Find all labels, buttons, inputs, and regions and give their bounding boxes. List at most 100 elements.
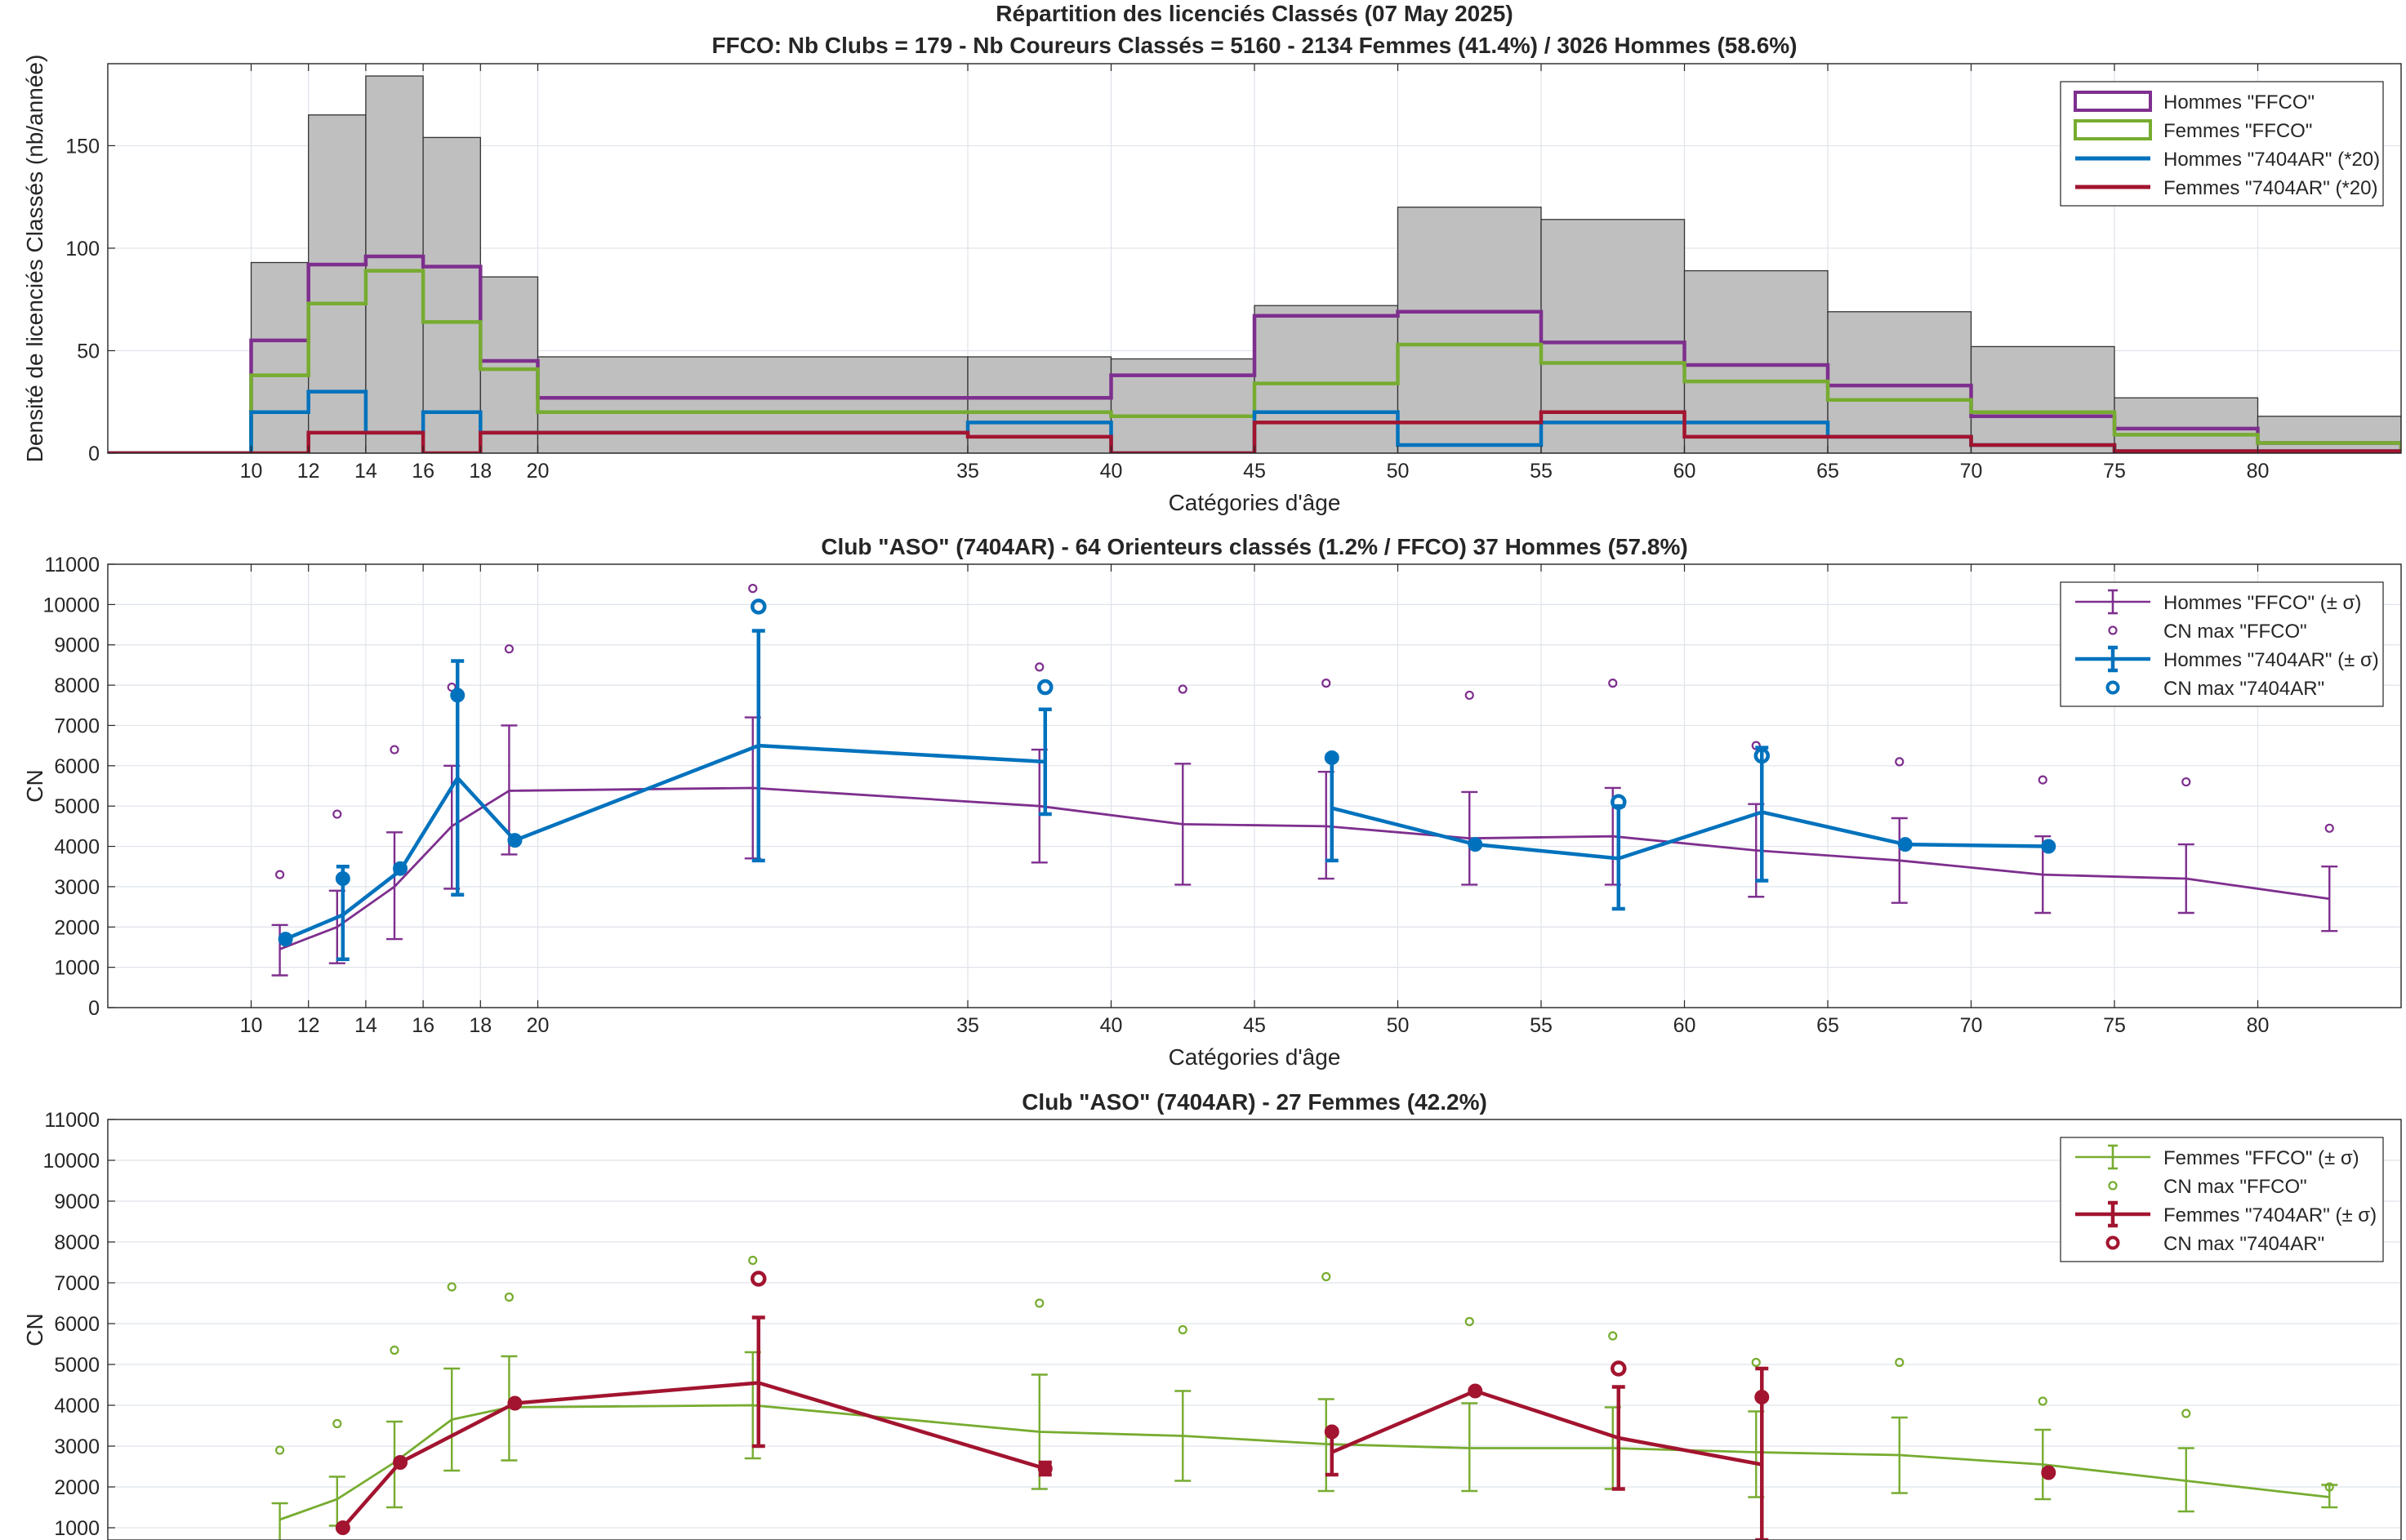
legend-box — [2060, 1137, 2384, 1262]
club-cn-max-point-filled — [507, 833, 523, 848]
legend-swatch — [2105, 680, 2120, 695]
ffco-cn-max-point — [1035, 1298, 1045, 1308]
y-tick-label: 5000 — [54, 795, 100, 818]
plot-area — [271, 1255, 2338, 1540]
ffco-cn-max-point — [390, 745, 399, 754]
club-cn-max-point-filled — [507, 1395, 523, 1411]
legend-label: CN max "FFCO" — [2163, 1176, 2307, 1198]
club-cn-max-point-filled — [1897, 837, 1913, 852]
total-bar — [1397, 207, 1542, 453]
total-bar — [537, 356, 969, 453]
grid — [108, 1119, 2401, 1529]
ffco-cn-max-point — [1895, 1357, 1905, 1368]
axes-frame: 1000 2000 3000 4000 5000 6000 7000 8000 9000 1000… — [22, 1089, 2402, 1540]
x-axis-label: Catégories d'âge — [1169, 1044, 1341, 1070]
legend-label: Hommes "FFCO" — [2163, 91, 2315, 113]
axes-frame: 10 12 14 16 18 20 35 40 45 50 55 60 65 70 75 80 0 1000 200… — [22, 534, 2402, 1070]
ffco-cn-max-point — [1321, 679, 1331, 688]
total-bar — [365, 75, 424, 453]
y-tick-label: 6000 — [54, 755, 100, 778]
x-tick-label: 18 — [469, 1014, 492, 1037]
ffco-mean-line — [279, 1404, 2330, 1521]
figure-subtitle: FFCO: Nb Clubs = 179 - Nb Coureurs Class… — [712, 33, 1798, 58]
club-cn-max-point-filled — [393, 1455, 408, 1470]
club-cn-max-point — [1037, 679, 1054, 696]
legend: Hommes "FFCO" (± σ) CN max "FFCO" Hommes "… — [2060, 581, 2384, 707]
ffco-cn-max-point — [2324, 823, 2334, 833]
y-tick-label: 3000 — [54, 876, 100, 899]
total-bar — [479, 276, 539, 453]
ffco-cn-max-point — [332, 1418, 342, 1429]
ffco-cn-max-point — [504, 644, 515, 654]
x-tick-label: 20 — [527, 1014, 550, 1037]
y-tick-label: 9000 — [54, 1191, 100, 1213]
ffco-cn-max-point — [1608, 679, 1618, 688]
x-tick-label: 60 — [1673, 1014, 1696, 1037]
x-tick-label: 65 — [1816, 460, 1839, 483]
y-tick-label: 4000 — [54, 836, 100, 859]
y-tick-label: 6000 — [54, 1313, 100, 1336]
club-cn-max-point-filled — [1468, 837, 1483, 852]
plot-area — [271, 584, 2338, 977]
y-tick-label: 7000 — [54, 714, 100, 737]
total-bar — [2257, 416, 2401, 453]
y-tick-label: 10000 — [42, 1150, 100, 1173]
y-tick-label: 3000 — [54, 1435, 100, 1458]
y-axis-label: CN — [22, 1313, 47, 1346]
club-cn-max-point — [1611, 1360, 1627, 1377]
club-cn-max-point-filled — [1468, 1383, 1483, 1399]
x-tick-label: 10 — [240, 460, 263, 483]
club-cn-max-point-filled — [1324, 750, 1339, 765]
x-tick-label: 80 — [2247, 1014, 2270, 1037]
club-cn-max-point-filled — [1754, 1390, 1770, 1404]
ffco-cn-max-point — [275, 870, 285, 879]
x-axis-label: Catégories d'âge — [1169, 490, 1341, 515]
ffco-cn-max-point — [332, 809, 342, 819]
chart-title: Club "ASO" (7404AR) - 27 Femmes (42.2%) — [1022, 1089, 1487, 1115]
ffco-cn-max-point — [390, 1345, 399, 1355]
legend: Hommes "FFCO" Femmes "FFCO" Hommes "7404AR… — [2060, 81, 2384, 207]
legend-label: CN max "7404AR" — [2163, 1233, 2324, 1255]
legend-swatch — [2074, 91, 2152, 112]
x-tick-label: 12 — [297, 1014, 320, 1037]
y-axis-label: Densité de licenciés Classés (nb/année) — [22, 55, 47, 463]
club-mean-line — [341, 1381, 1046, 1529]
club-mean-line — [284, 743, 1045, 941]
x-tick-label: 55 — [1530, 1014, 1553, 1037]
ffco-cn-max-point — [2038, 1396, 2047, 1406]
ffco-cn-max-point — [1321, 1271, 1331, 1282]
x-tick-label: 75 — [2103, 1014, 2126, 1037]
x-tick-label: 18 — [469, 460, 492, 483]
ffco-cn-max-point — [748, 584, 758, 594]
ffco-cn-max-point — [1464, 690, 1474, 701]
x-tick-label: 40 — [1100, 460, 1123, 483]
club-cn-max-point — [1753, 747, 1771, 764]
ffco-cn-max-point — [1751, 1357, 1761, 1368]
ffco-cn-max-point — [447, 1282, 457, 1292]
ffco-cn-max-point — [275, 1445, 285, 1455]
total-bar — [422, 136, 481, 453]
axes-box — [107, 1119, 2402, 1540]
ffco-cn-max-point — [1178, 1324, 1187, 1335]
x-tick-label: 45 — [1243, 460, 1266, 483]
y-tick-label: 50 — [77, 340, 100, 363]
y-tick-label: 0 — [88, 443, 100, 465]
y-tick-label: 10000 — [42, 594, 100, 616]
ffco-cn-max-point — [1895, 757, 1905, 767]
total-bar — [1827, 311, 1972, 453]
x-tick-label: 45 — [1243, 1014, 1266, 1037]
ffco-cn-max-point — [748, 1255, 758, 1266]
women-cn-panel: 1000 2000 3000 4000 5000 6000 7000 8000 9000 1000… — [22, 1089, 2402, 1540]
ffco-cn-max-point — [1178, 684, 1187, 694]
x-tick-label: 12 — [297, 460, 320, 483]
y-tick-label: 5000 — [54, 1354, 100, 1377]
club-cn-max-point-filled — [278, 932, 293, 947]
y-tick-label: 100 — [65, 238, 100, 260]
x-tick-label: 16 — [412, 1014, 434, 1037]
y-tick-label: 11000 — [44, 554, 100, 576]
step-line-series-0 — [108, 254, 2401, 453]
x-tick-label: 75 — [2103, 460, 2126, 483]
x-tick-label: 80 — [2247, 460, 2270, 483]
club-cn-max-point-filled — [335, 871, 350, 887]
